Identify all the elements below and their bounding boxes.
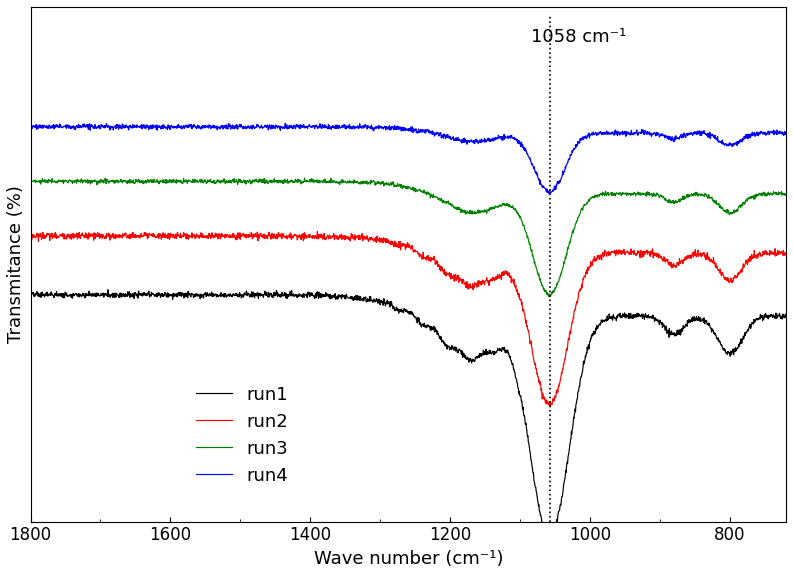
- run1: [622, 313, 631, 320]
- X-axis label: Wave number (cm⁻¹): Wave number (cm⁻¹): [313, 550, 503, 568]
- run4: [393, 126, 403, 133]
- run4: [622, 128, 631, 135]
- run1: [103, 286, 113, 293]
- run1: [781, 314, 791, 321]
- run2: [312, 228, 322, 235]
- run3: [64, 177, 74, 183]
- run3: [25, 177, 35, 183]
- run2: [64, 232, 74, 239]
- run2: [622, 249, 631, 256]
- run2: [374, 235, 383, 242]
- run4: [64, 125, 74, 132]
- run2: [760, 251, 769, 258]
- run4: [281, 120, 290, 126]
- run3: [544, 293, 554, 300]
- run4: [760, 129, 770, 136]
- run1: [374, 299, 383, 306]
- Line: run2: run2: [30, 232, 786, 407]
- Line: run3: run3: [30, 178, 786, 297]
- run2: [546, 404, 555, 411]
- Y-axis label: Transmitance (%): Transmitance (%): [7, 185, 25, 343]
- run4: [760, 131, 769, 137]
- run3: [760, 190, 770, 197]
- run1: [25, 292, 35, 299]
- run4: [544, 190, 554, 197]
- run4: [25, 123, 35, 130]
- run1: [64, 293, 74, 300]
- run3: [781, 191, 791, 198]
- run3: [393, 183, 403, 190]
- run2: [760, 247, 770, 254]
- run1: [542, 534, 552, 541]
- run1: [393, 306, 403, 313]
- run4: [374, 125, 383, 132]
- run2: [393, 240, 403, 247]
- run3: [760, 193, 769, 200]
- run3: [622, 191, 631, 198]
- run1: [760, 312, 769, 319]
- run3: [101, 175, 110, 182]
- Text: 1058 cm⁻¹: 1058 cm⁻¹: [531, 28, 626, 45]
- Legend: run1, run2, run3, run4: run1, run2, run3, run4: [189, 378, 296, 492]
- run4: [781, 131, 791, 138]
- Line: run4: run4: [30, 123, 786, 194]
- run2: [25, 231, 35, 238]
- Line: run1: run1: [30, 290, 786, 538]
- run1: [760, 313, 770, 320]
- run2: [781, 251, 791, 258]
- run3: [374, 178, 383, 185]
